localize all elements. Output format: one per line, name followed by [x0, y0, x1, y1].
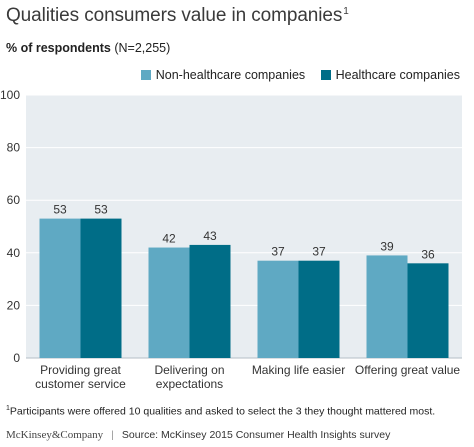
data-label-series0-cat3: 39: [380, 239, 394, 253]
y-tick-label-0: 0: [13, 351, 20, 365]
brand-logo-text: McKinsey&Company: [6, 429, 104, 441]
y-tick-label-20: 20: [7, 298, 21, 312]
bar-chart: 0 20 40 60 80 100 53 53 Providing greatcustomer …: [0, 88, 462, 391]
subtitle-unit: % of respondents: [6, 41, 111, 55]
y-tick-label-60: 60: [7, 193, 21, 207]
title-footnote-mark: 1: [343, 5, 349, 17]
footnote-text: Participants were offered 10 qualities a…: [9, 405, 436, 418]
legend-swatch-healthcare: [320, 70, 331, 80]
subtitle-sample-size: (N=2,255): [110, 41, 171, 55]
footnote: 1Participants were offered 10 qualities …: [6, 405, 435, 418]
x-tick-label-cat0-line0: Providing great: [40, 363, 121, 377]
bar-series0-cat0: [39, 218, 81, 358]
source-separator: |: [111, 429, 114, 441]
data-label-series1-cat3: 36: [421, 247, 435, 261]
bar-series1-cat0: [80, 218, 122, 358]
data-label-series0-cat1: 42: [162, 232, 176, 246]
footnote-mark: 1: [6, 405, 10, 412]
legend-item-healthcare: Healthcare companies: [320, 68, 460, 82]
x-tick-label-cat0-line1: customer service: [35, 377, 126, 391]
y-tick-label-80: 80: [7, 141, 21, 155]
data-label-series0-cat2: 37: [271, 245, 285, 259]
bar-series0-cat1: [148, 247, 190, 358]
legend-item-non-healthcare: Non-healthcare companies: [140, 68, 306, 82]
bar-series1-cat3: [407, 263, 449, 358]
x-tick-label-cat1-line1: expectations: [156, 377, 223, 391]
source-text: Source: McKinsey 2015 Consumer Health In…: [121, 429, 391, 441]
x-tick-label-cat2-line0: Making life easier: [252, 363, 345, 377]
x-tick-label-cat3-line0: Offering great value: [355, 363, 461, 377]
source-line: McKinsey&Company | Source: McKinsey 2015…: [6, 429, 390, 441]
legend-label-healthcare: Healthcare companies: [335, 68, 460, 82]
chart-legend: Non-healthcare companies Healthcare comp…: [129, 68, 460, 83]
x-tick-label-cat1-line0: Delivering on: [154, 363, 224, 377]
bar-series1-cat2: [298, 260, 340, 358]
data-label-series1-cat0: 53: [94, 203, 108, 217]
y-tick-label-100: 100: [0, 88, 20, 102]
legend-label-non-healthcare: Non-healthcare companies: [155, 68, 306, 82]
chart-title: Qualities consumers value in companies1: [6, 5, 349, 27]
legend-swatch-non-healthcare: [140, 70, 151, 80]
chart-subtitle: % of respondents (N=2,255): [6, 41, 170, 55]
bar-series0-cat2: [257, 260, 299, 358]
data-label-series1-cat1: 43: [203, 229, 217, 243]
chart-title-text: Qualities consumers value in companies: [6, 5, 343, 26]
y-tick-label-40: 40: [7, 246, 21, 260]
bar-series1-cat1: [189, 244, 231, 358]
data-label-series0-cat0: 53: [53, 203, 67, 217]
bar-series0-cat3: [366, 255, 408, 358]
data-label-series1-cat2: 37: [312, 245, 326, 259]
